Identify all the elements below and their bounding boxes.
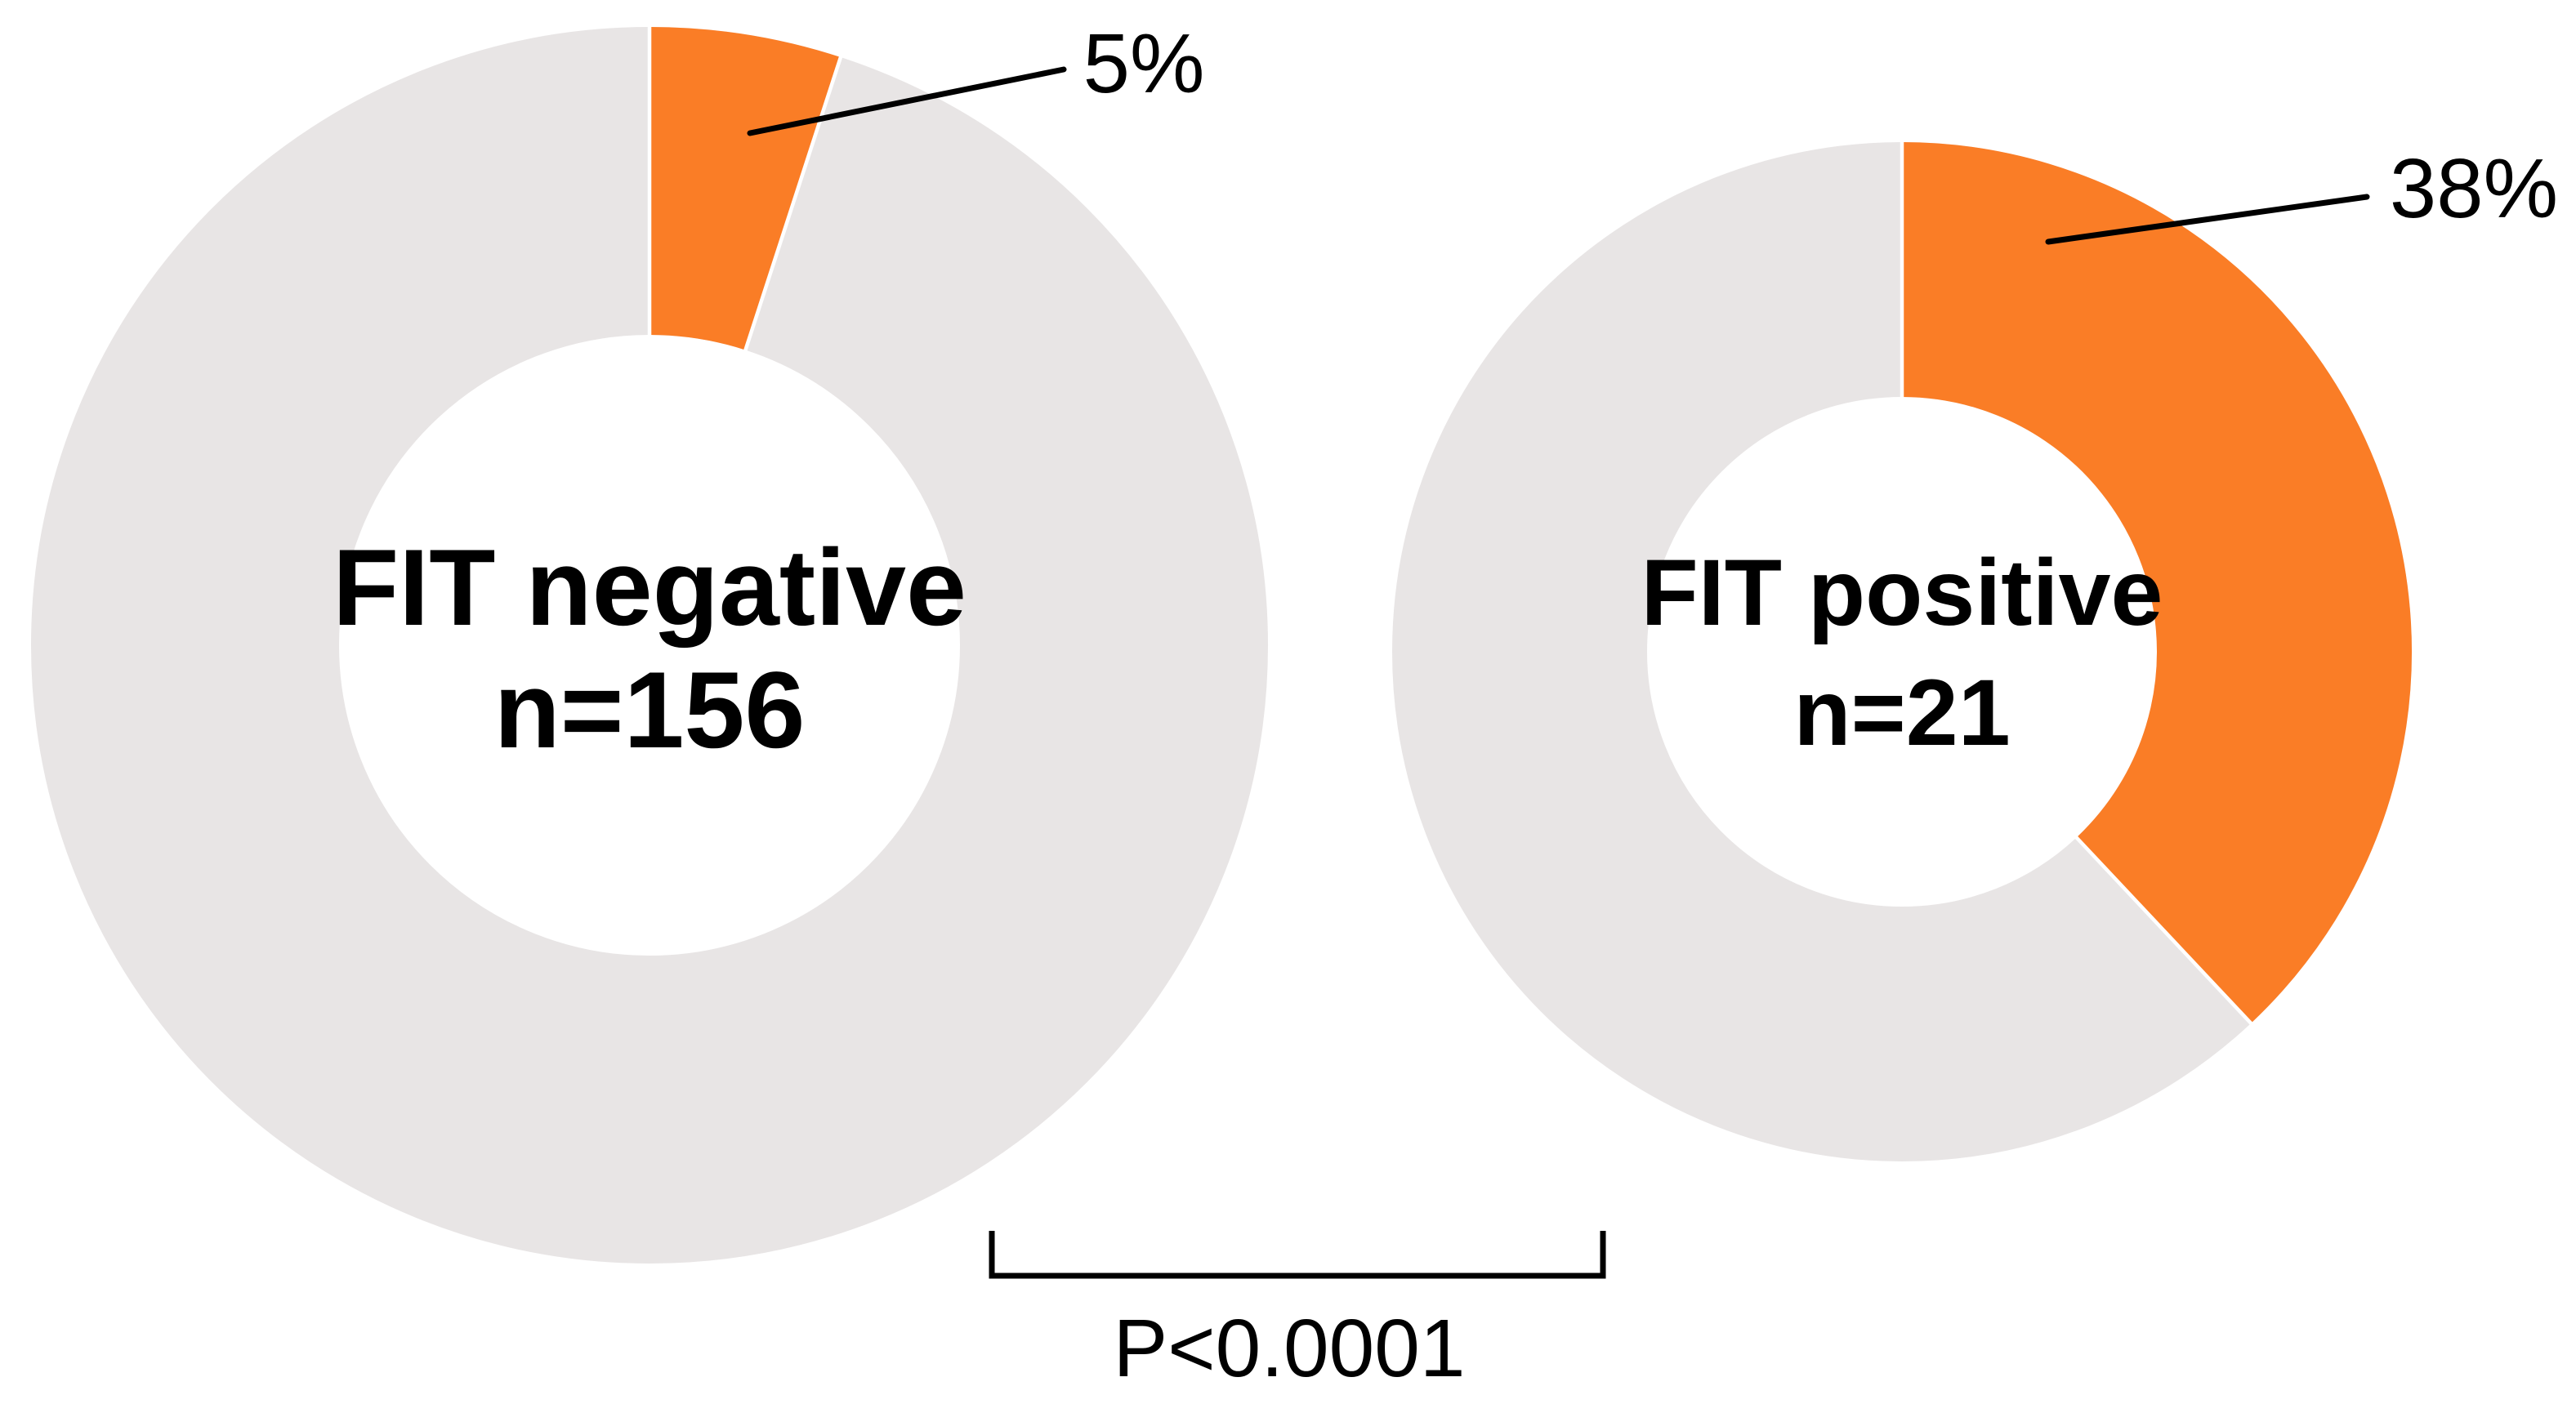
percent-label-left: 5% (1083, 16, 1205, 110)
donut-slice-highlighted (646, 27, 841, 351)
slice-boundary-line (743, 55, 843, 353)
leader-line-right (2045, 194, 2370, 245)
donut-right-count: n=21 (1793, 661, 2010, 765)
percent-label-right: 38% (2390, 141, 2558, 235)
donut-left-count: n=156 (494, 650, 806, 771)
p-value-label: P<0.0001 (1114, 1303, 1466, 1394)
donut-chart-fit-negative (31, 25, 1268, 1264)
donut-chart-fit-positive (1392, 140, 2412, 1161)
comparison-bracket (989, 1231, 1606, 1279)
leader-line-left (747, 66, 1067, 136)
donut-slice-highlighted (1900, 142, 2412, 1023)
donut-left-title: FIT negative (333, 528, 967, 649)
slice-boundary-line (2074, 835, 2254, 1026)
donut-right-title: FIT positive (1641, 541, 2163, 645)
